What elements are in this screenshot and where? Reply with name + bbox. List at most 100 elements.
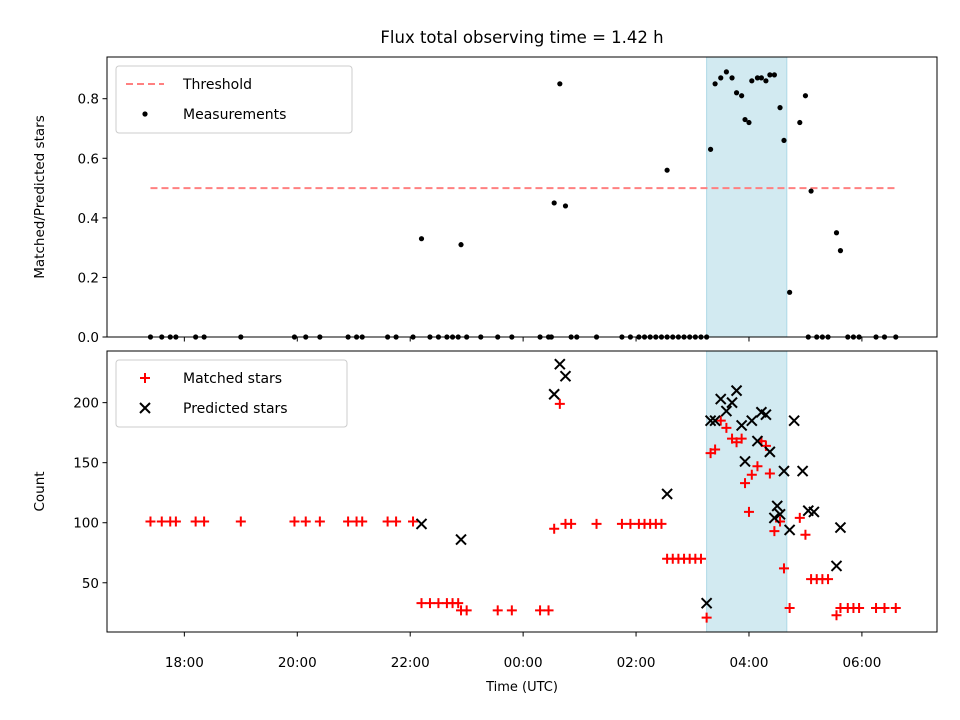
matched-star-point bbox=[721, 422, 732, 433]
matched-star-point bbox=[769, 526, 780, 537]
measurement-point bbox=[746, 119, 752, 126]
matched-star-point bbox=[408, 516, 419, 527]
legend-label: Measurements bbox=[183, 107, 286, 123]
legend-label: Threshold bbox=[182, 77, 252, 93]
matched-star-point bbox=[831, 610, 842, 621]
measurement-point bbox=[707, 146, 714, 152]
legend-box bbox=[115, 65, 353, 134]
measurement-point bbox=[771, 72, 777, 78]
measurement-point bbox=[802, 93, 809, 99]
measurement-point bbox=[758, 75, 765, 81]
matched-star-point bbox=[823, 574, 834, 585]
highlight-span bbox=[706, 56, 788, 338]
predicted-star-point bbox=[778, 465, 790, 477]
predicted-star-point bbox=[548, 388, 560, 400]
highlight-span bbox=[706, 350, 788, 633]
matched-star-point bbox=[616, 518, 627, 529]
x-tick-label: 20:00 bbox=[278, 655, 317, 671]
predicted-star-point bbox=[751, 435, 764, 447]
measurement-point bbox=[754, 75, 761, 81]
matched-star-point bbox=[554, 398, 565, 409]
matched-star-point bbox=[743, 506, 754, 517]
predicted-star-point bbox=[746, 414, 758, 427]
predicted-star-point bbox=[730, 384, 743, 397]
predicted-star-point bbox=[783, 524, 796, 536]
matched-star-point bbox=[871, 602, 882, 613]
matched-star-point bbox=[314, 516, 325, 527]
matched-star-point bbox=[778, 563, 789, 574]
y-tick-label: 50 bbox=[82, 576, 99, 592]
matched-star-point bbox=[453, 598, 464, 609]
matched-star-point bbox=[145, 516, 156, 527]
matched-star-point bbox=[566, 518, 577, 529]
matched-star-point bbox=[382, 516, 393, 527]
predicted-star-point bbox=[739, 455, 751, 468]
legend-label: Predicted stars bbox=[183, 401, 288, 417]
matched-star-point bbox=[715, 415, 726, 426]
measurement-point bbox=[712, 81, 718, 87]
x-tick-label: 04:00 bbox=[730, 655, 769, 671]
matched-star-point bbox=[656, 518, 667, 529]
measurement-point bbox=[733, 90, 740, 96]
matched-star-point bbox=[764, 468, 775, 479]
matched-star-point bbox=[300, 516, 311, 527]
legend-marker bbox=[142, 111, 148, 117]
measurement-point bbox=[729, 75, 735, 81]
y-tick-label: 200 bbox=[73, 396, 99, 412]
predicted-star-point bbox=[771, 500, 783, 512]
predicted-star-point bbox=[559, 370, 572, 382]
x-tick-label: 00:00 bbox=[504, 655, 543, 671]
matched-star-point bbox=[625, 518, 636, 529]
legend: Matched stars Predicted stars bbox=[115, 359, 348, 428]
y-tick-label: 0.4 bbox=[78, 211, 99, 227]
matched-star-point bbox=[736, 433, 747, 444]
panel-counts: 50 100 150 200 Count Matched stars Predicted s… bbox=[32, 350, 938, 637]
measurement-point bbox=[781, 137, 787, 144]
legend-marker bbox=[139, 402, 151, 414]
measurement-point bbox=[718, 75, 724, 81]
measurement-point bbox=[557, 81, 563, 87]
matched-star-point bbox=[800, 529, 811, 540]
x-axis-label: Time (UTC) bbox=[485, 680, 558, 695]
measurement-point bbox=[808, 188, 814, 194]
predicted-star-point bbox=[715, 393, 727, 405]
matched-star-point bbox=[752, 461, 763, 472]
predicted-star-point bbox=[760, 408, 772, 421]
matched-star-point bbox=[461, 605, 472, 616]
predicted-star-point bbox=[720, 405, 733, 417]
predicted-star-point bbox=[768, 512, 781, 524]
x-tick-label: 18:00 bbox=[165, 655, 204, 671]
measurement-point bbox=[797, 119, 803, 126]
matched-star-point bbox=[879, 602, 890, 613]
predicted-star-point bbox=[455, 533, 467, 546]
x-tick-label: 02:00 bbox=[617, 655, 656, 671]
matched-star-point bbox=[591, 518, 602, 529]
matched-star-point bbox=[235, 516, 246, 527]
predicted-star-point bbox=[700, 597, 713, 609]
legend-marker bbox=[140, 373, 150, 383]
y-axis-label: Count bbox=[32, 471, 48, 511]
matched-star-point bbox=[890, 602, 901, 613]
matched-star-point bbox=[391, 516, 402, 527]
matched-star-point bbox=[492, 605, 503, 616]
measurement-point bbox=[837, 248, 844, 254]
plot-frame bbox=[106, 56, 938, 338]
y-tick-label: 0.8 bbox=[78, 92, 99, 108]
predicted-star-point bbox=[704, 414, 717, 427]
measurement-point bbox=[833, 230, 840, 236]
matched-star-point bbox=[416, 598, 427, 609]
matched-star-point bbox=[343, 516, 354, 527]
matched-star-point bbox=[535, 605, 546, 616]
predicted-star-point bbox=[808, 506, 820, 518]
matched-star-point bbox=[433, 598, 444, 609]
measurement-point bbox=[749, 78, 755, 84]
measurement-point bbox=[723, 69, 729, 75]
y-tick-label: 150 bbox=[73, 456, 99, 472]
predicted-star-point bbox=[554, 358, 566, 370]
y-axis-label: Matched/Predicted stars bbox=[32, 115, 48, 278]
matched-star-point bbox=[746, 469, 757, 480]
predicted-star-point bbox=[726, 396, 738, 409]
matched-star-point bbox=[170, 516, 181, 527]
measurement-point bbox=[418, 236, 425, 242]
